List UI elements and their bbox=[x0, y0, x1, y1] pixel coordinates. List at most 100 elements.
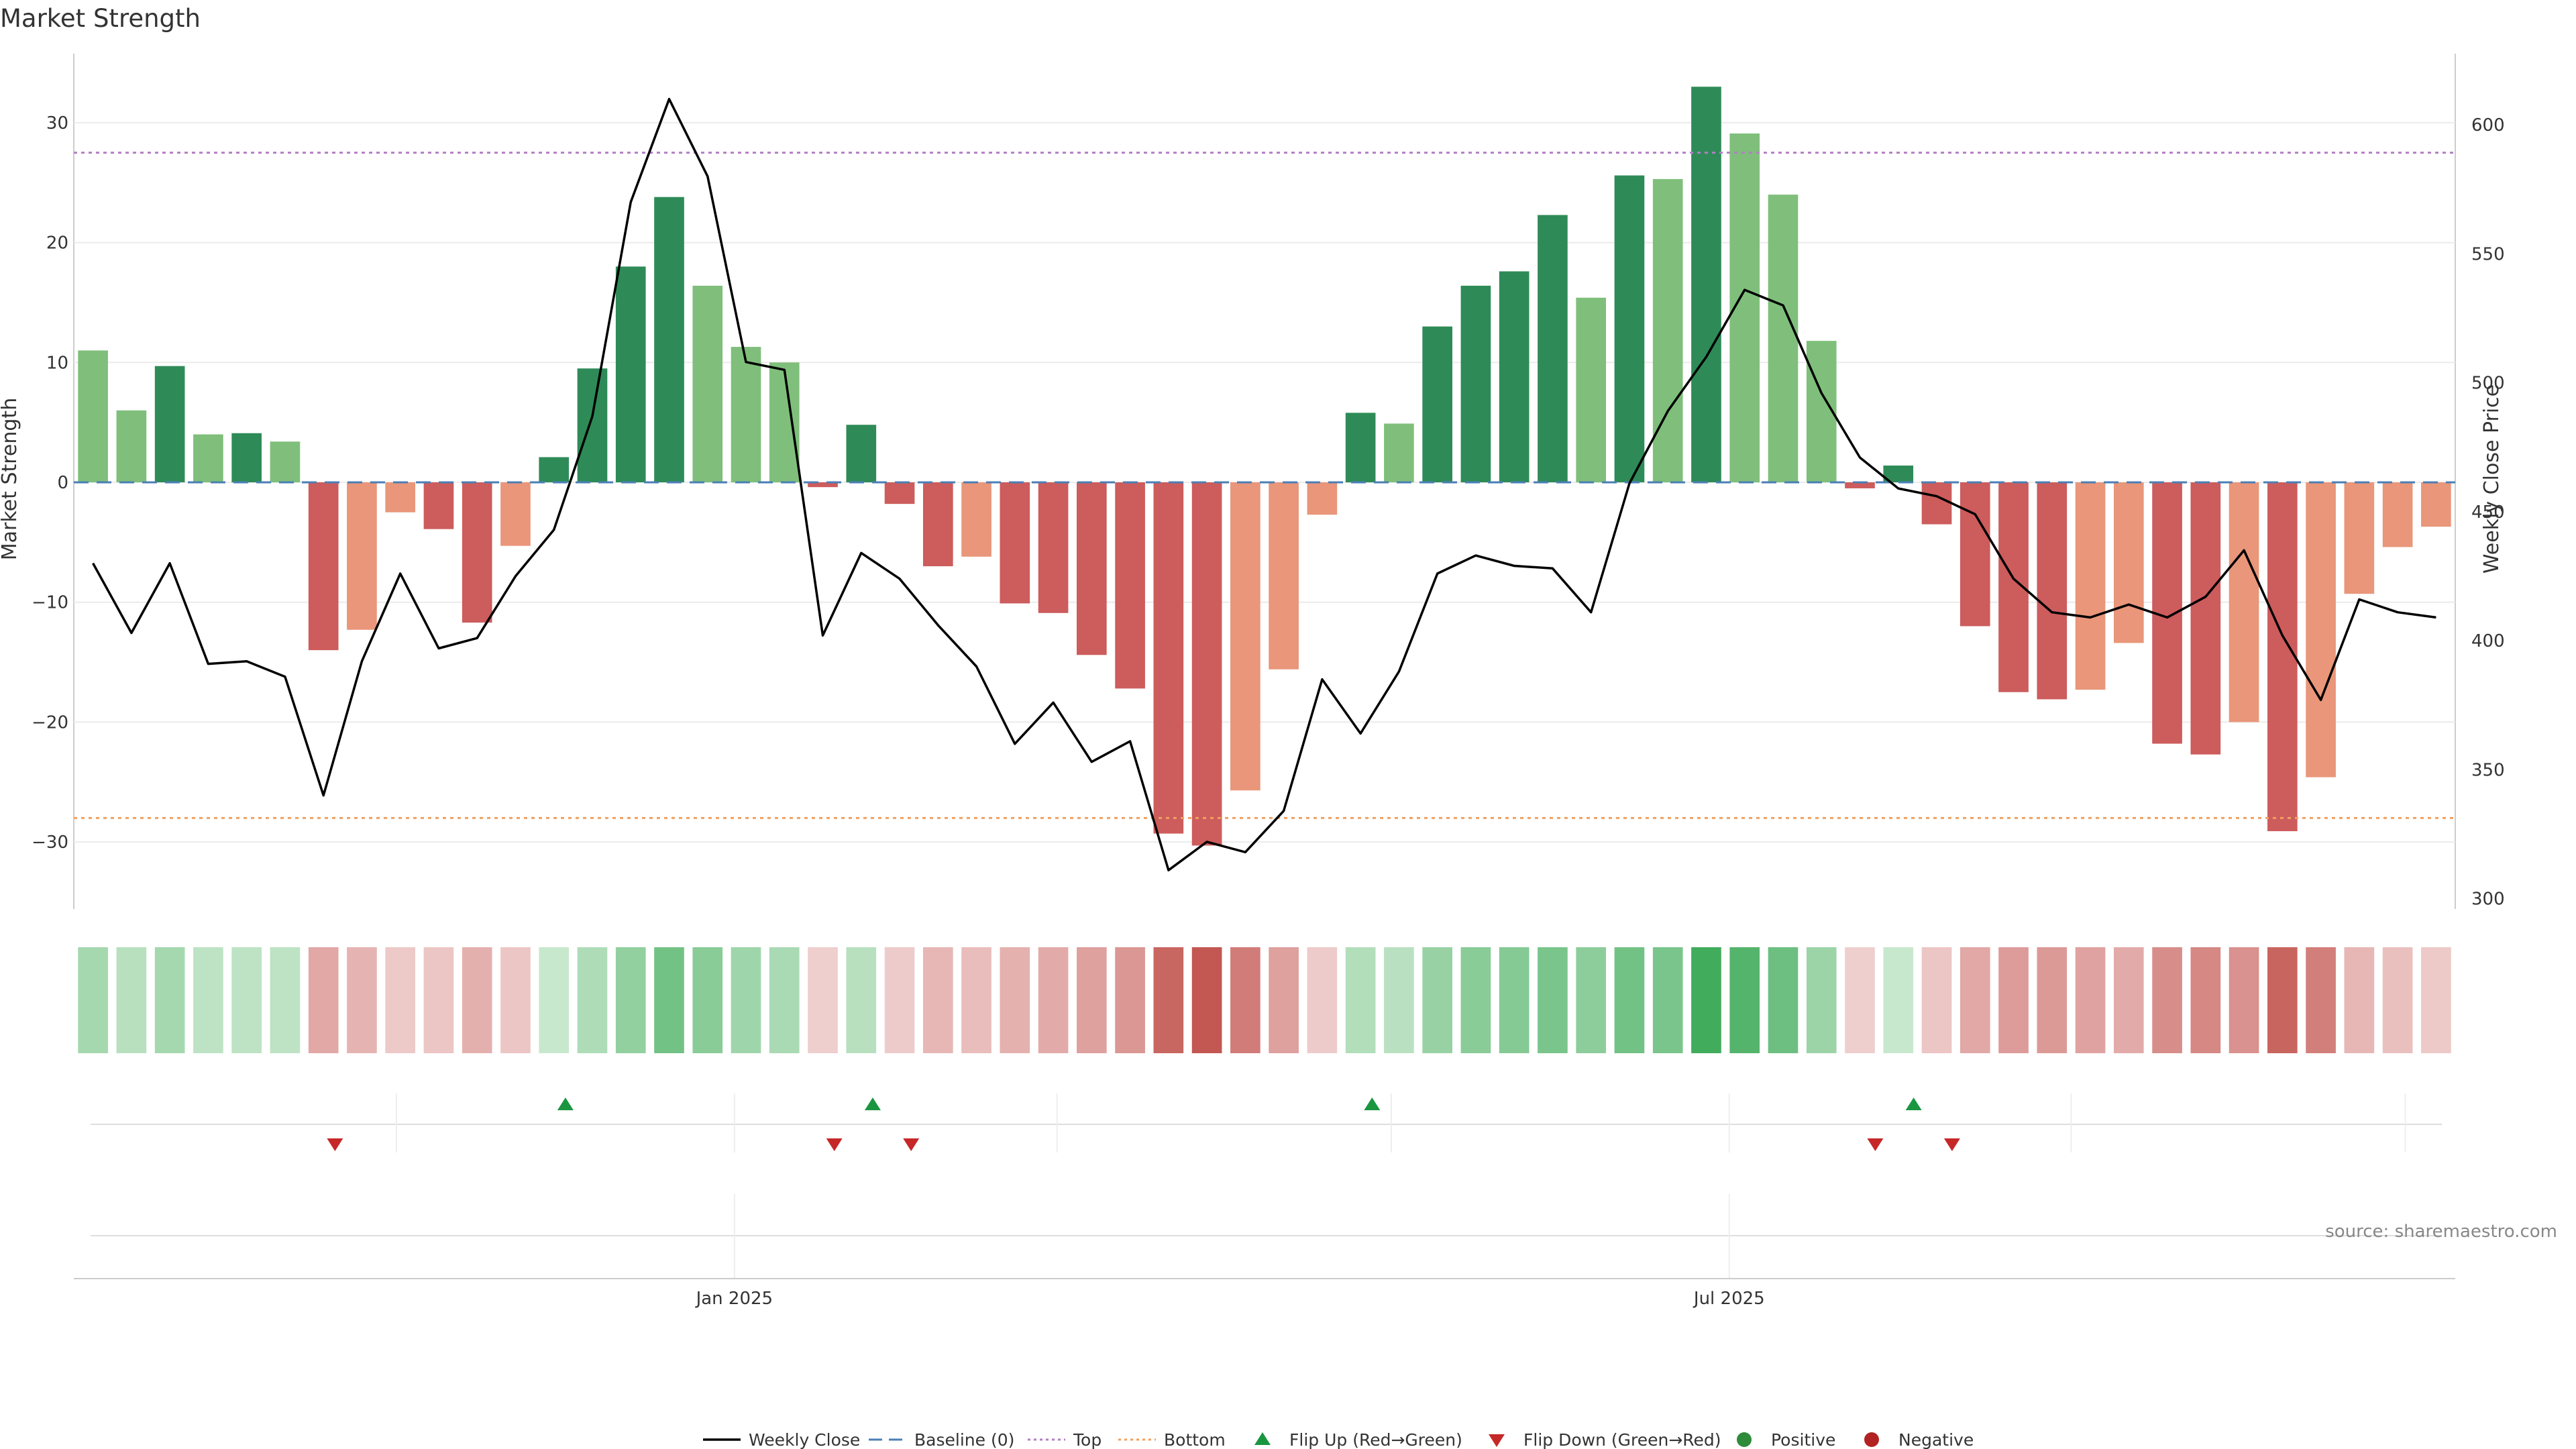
strength-bar bbox=[1000, 482, 1030, 604]
main-panel: 30 20 10 0 −10 −20 −30 600 550 500 450 400 350 300 bbox=[32, 54, 2505, 910]
strength-bar bbox=[615, 266, 646, 482]
heat-cell bbox=[193, 947, 223, 1053]
heat-cell bbox=[78, 947, 108, 1053]
legend-label: Negative bbox=[1898, 1430, 1974, 1449]
y-axis-label: Market Strength bbox=[0, 398, 21, 560]
y-tick-label: 10 bbox=[46, 353, 68, 373]
heat-cell bbox=[1883, 947, 1914, 1053]
strength-bar bbox=[423, 482, 454, 529]
heat-cell bbox=[1614, 947, 1645, 1053]
legend-label: Flip Up (Red→Green) bbox=[1289, 1430, 1462, 1449]
strength-bar bbox=[539, 457, 570, 482]
strength-bar bbox=[1307, 482, 1338, 515]
strength-bar bbox=[1422, 326, 1452, 482]
heat-cell bbox=[2421, 947, 2451, 1053]
legend-label: Bottom bbox=[1164, 1430, 1226, 1449]
heat-cell bbox=[500, 947, 531, 1053]
heat-cell bbox=[1691, 947, 1721, 1053]
legend: Weekly Close Baseline (0) Top Bottom Flip Up… bbox=[703, 1430, 1974, 1449]
heat-cell bbox=[1153, 947, 1184, 1053]
strength-bar bbox=[1576, 297, 1607, 482]
heat-cell bbox=[961, 947, 991, 1053]
heat-cell bbox=[347, 947, 377, 1053]
flip-down-marker bbox=[826, 1138, 843, 1151]
legend-swatch bbox=[1489, 1434, 1505, 1447]
strength-bar bbox=[577, 368, 608, 482]
y2-tick-label: 300 bbox=[2471, 890, 2505, 910]
heat-cell bbox=[308, 947, 339, 1053]
strength-bar bbox=[1230, 482, 1260, 791]
strength-bar bbox=[154, 366, 185, 482]
heatmap-strip bbox=[78, 947, 2451, 1053]
strength-bar bbox=[347, 482, 377, 630]
heat-cell bbox=[731, 947, 761, 1053]
strength-bar bbox=[1077, 482, 1107, 655]
strength-bar bbox=[1153, 482, 1184, 834]
heat-cell bbox=[2113, 947, 2144, 1053]
strength-bar bbox=[385, 482, 416, 513]
strength-bar bbox=[500, 482, 531, 546]
strength-bar bbox=[731, 347, 761, 482]
strength-bar bbox=[1499, 271, 1529, 482]
strength-bar bbox=[462, 482, 492, 623]
heat-cell bbox=[270, 947, 301, 1053]
heat-cell bbox=[2382, 947, 2413, 1053]
heat-cell bbox=[1460, 947, 1491, 1053]
strength-bar bbox=[193, 434, 223, 482]
y2-tick-label: 400 bbox=[2471, 631, 2505, 651]
heat-cell bbox=[462, 947, 492, 1053]
strength-bar bbox=[1191, 482, 1222, 846]
source-text: source: sharemaestro.com bbox=[2325, 1222, 2557, 1242]
flip-up-marker bbox=[864, 1097, 881, 1110]
strength-bar bbox=[2075, 482, 2106, 690]
y2-tick-label: 450 bbox=[2471, 502, 2505, 523]
heat-cell bbox=[808, 947, 838, 1053]
strength-bar bbox=[2190, 482, 2221, 755]
strength-bar bbox=[1460, 285, 1491, 482]
strength-bar bbox=[884, 482, 915, 504]
heat-cell bbox=[1384, 947, 1414, 1053]
flip-down-marker bbox=[1867, 1138, 1884, 1151]
legend-swatch bbox=[1737, 1432, 1752, 1447]
y-tick-label: 0 bbox=[57, 473, 68, 493]
heat-cell bbox=[1921, 947, 1952, 1053]
heat-cell bbox=[1652, 947, 1683, 1053]
strength-bar bbox=[1115, 482, 1145, 689]
strength-bar bbox=[2229, 482, 2259, 722]
strength-bar bbox=[1845, 482, 1875, 488]
heat-cell bbox=[231, 947, 262, 1053]
heat-cell bbox=[615, 947, 646, 1053]
legend-swatch bbox=[1864, 1432, 1879, 1447]
y-tick-label: −20 bbox=[32, 712, 68, 733]
y2-tick-label: 350 bbox=[2471, 760, 2505, 780]
heat-cell bbox=[1077, 947, 1107, 1053]
heat-cell bbox=[1845, 947, 1875, 1053]
strength-bar bbox=[1038, 482, 1069, 613]
strength-bar bbox=[2306, 482, 2336, 777]
x-tick-label: Jul 2025 bbox=[1693, 1289, 1765, 1309]
heat-cell bbox=[1038, 947, 1069, 1053]
strength-bar bbox=[1538, 215, 1568, 482]
strength-bar bbox=[922, 482, 953, 567]
y2-axis-label: Weekly Close Price bbox=[2480, 384, 2504, 574]
legend-label: Top bbox=[1073, 1430, 1102, 1449]
strength-bar bbox=[2113, 482, 2144, 643]
strength-bar bbox=[231, 433, 262, 482]
y-tick-label: 30 bbox=[46, 113, 68, 133]
strength-bar bbox=[1269, 482, 1299, 669]
heat-cell bbox=[1000, 947, 1030, 1053]
flip-markers-panel bbox=[91, 1093, 2442, 1152]
strength-bar bbox=[808, 482, 838, 488]
strength-bar bbox=[1921, 482, 1952, 525]
heat-cell bbox=[1499, 947, 1529, 1053]
heat-cell bbox=[1960, 947, 1990, 1053]
strength-bar bbox=[2421, 482, 2451, 527]
strength-bar bbox=[692, 285, 723, 482]
heat-cell bbox=[922, 947, 953, 1053]
y-tick-label: −30 bbox=[32, 833, 68, 853]
heat-cell bbox=[2344, 947, 2375, 1053]
strength-bar bbox=[1345, 413, 1376, 482]
heat-cell bbox=[2037, 947, 2068, 1053]
y-tick-label: −10 bbox=[32, 593, 68, 613]
